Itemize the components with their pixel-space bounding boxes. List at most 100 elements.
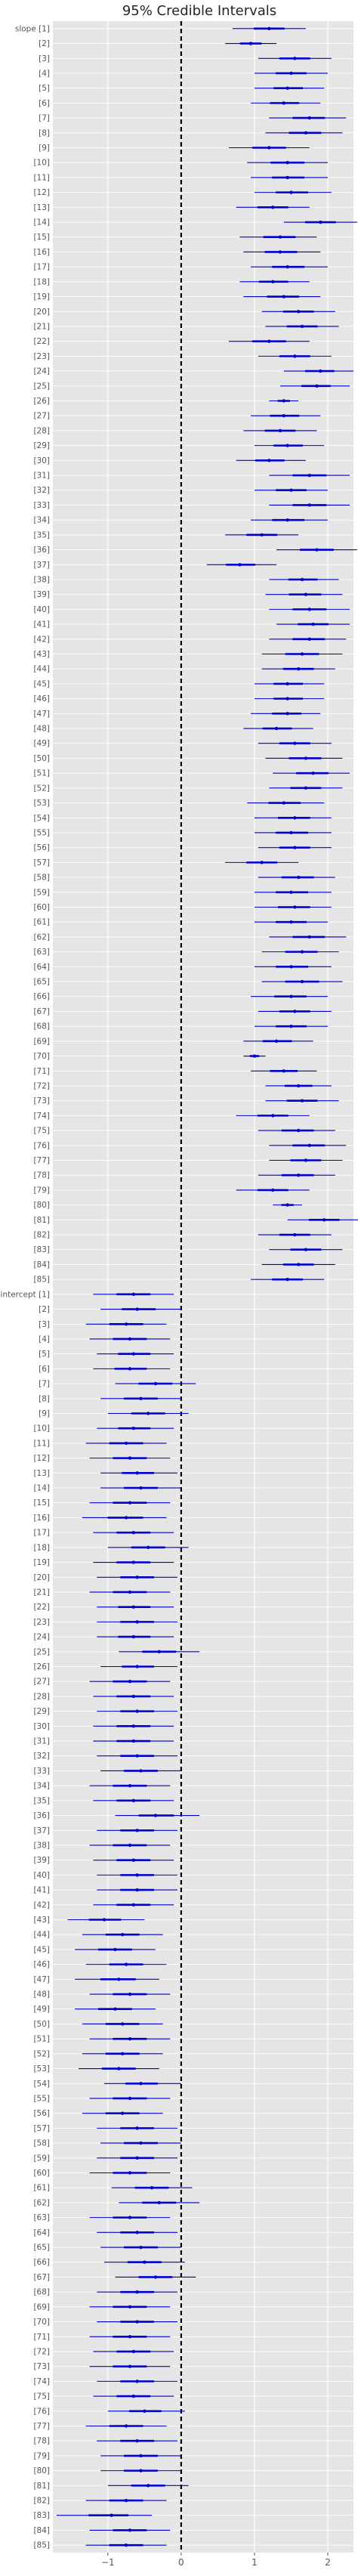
- interval-row: [236, 1114, 310, 1118]
- interval-row: [232, 26, 306, 31]
- posterior-mean-point: [300, 979, 304, 984]
- posterior-mean-point: [311, 771, 315, 775]
- parameter-label: [21]: [33, 1588, 50, 1597]
- parameter-label: [78]: [33, 2437, 50, 2446]
- parameter-label: [76]: [33, 2407, 50, 2416]
- posterior-mean-point: [285, 444, 289, 447]
- parameter-label: [34]: [33, 1782, 50, 1791]
- parameter-label: [26]: [33, 397, 50, 406]
- parameter-label: [42]: [33, 635, 50, 644]
- posterior-mean-point: [135, 2320, 139, 2324]
- posterior-mean-point: [319, 369, 323, 373]
- interval-row: [100, 2469, 181, 2472]
- parameter-label: [54]: [33, 2080, 50, 2089]
- interval-row: [89, 1843, 171, 1848]
- parameter-label: [78]: [33, 1171, 50, 1180]
- posterior-mean-point: [285, 1203, 289, 1207]
- interval-row: [93, 1560, 174, 1564]
- posterior-mean-point: [124, 1962, 128, 1966]
- posterior-mean-point: [304, 786, 308, 790]
- interval-row: [100, 1769, 181, 1773]
- interval-row: [236, 459, 306, 462]
- parameter-label: [7]: [39, 114, 50, 123]
- parameter-label: [65]: [33, 2244, 50, 2253]
- parameter-label: [46]: [33, 694, 50, 704]
- interval-row: [254, 816, 332, 820]
- interval-row: [258, 741, 332, 745]
- parameter-label: [12]: [33, 188, 50, 197]
- posterior-mean-point: [282, 1069, 285, 1073]
- interval-row: [97, 2156, 178, 2160]
- parameter-label: [43]: [33, 650, 50, 659]
- parameter-label: [55]: [33, 828, 50, 837]
- parameter-label: [27]: [33, 1678, 50, 1687]
- parameter-label: [55]: [33, 2094, 50, 2103]
- posterior-mean-point: [128, 2096, 132, 2101]
- parameter-label: [83]: [33, 1245, 50, 1254]
- posterior-mean-point: [153, 1814, 158, 1817]
- posterior-mean-point: [124, 2498, 128, 2503]
- parameter-label: [29]: [33, 1707, 50, 1716]
- interval-row: [269, 1158, 343, 1162]
- interval-row: [239, 235, 317, 239]
- interval-row: [251, 264, 329, 269]
- parameter-label: [33]: [33, 1767, 50, 1776]
- posterior-mean-point: [143, 2260, 147, 2264]
- interval-row: [89, 1337, 171, 1341]
- parameter-label: [20]: [33, 308, 50, 317]
- parameter-label: [53]: [33, 2064, 50, 2073]
- interval-row: [269, 473, 350, 478]
- parameter-label: [12]: [33, 1454, 50, 1463]
- interval-row: [89, 1680, 171, 1684]
- posterior-mean-point: [135, 1709, 139, 1713]
- parameter-label: [38]: [33, 575, 50, 584]
- posterior-mean-point: [128, 1992, 132, 1996]
- interval-row: [85, 1441, 167, 1446]
- x-tick-label: −1: [101, 2557, 115, 2568]
- parameter-label: [75]: [33, 2392, 50, 2401]
- posterior-mean-point: [285, 712, 289, 716]
- interval-row: [97, 1829, 178, 1832]
- parameter-label: [36]: [33, 546, 50, 555]
- interval-row: [236, 206, 310, 209]
- interval-row: [258, 875, 335, 880]
- interval-row: [93, 1724, 174, 1728]
- parameter-label: [25]: [33, 382, 50, 391]
- interval-row: [93, 2394, 174, 2398]
- interval-row: [85, 1962, 167, 1966]
- posterior-mean-point: [135, 1576, 139, 1579]
- posterior-mean-point: [131, 1694, 135, 1699]
- interval-row: [107, 2484, 189, 2488]
- parameter-label: [6]: [39, 1365, 50, 1374]
- interval-row: [269, 608, 350, 611]
- interval-row: [243, 1054, 266, 1058]
- parameter-label: [26]: [33, 1662, 50, 1671]
- interval-row: [119, 2200, 200, 2205]
- parameter-label: [2]: [39, 1305, 50, 1314]
- interval-row: [279, 384, 350, 388]
- interval-row: [251, 994, 329, 998]
- posterior-mean-point: [296, 1174, 301, 1177]
- interval-row: [67, 1918, 145, 1922]
- interval-row: [93, 1367, 171, 1371]
- posterior-mean-point: [135, 2290, 139, 2294]
- posterior-mean-point: [296, 667, 301, 671]
- interval-row: [265, 131, 343, 135]
- parameter-label: [36]: [33, 1811, 50, 1820]
- posterior-mean-point: [238, 563, 242, 567]
- interval-row: [243, 726, 313, 731]
- parameter-label: [66]: [33, 992, 50, 1001]
- interval-row: [243, 250, 321, 254]
- posterior-mean-point: [282, 414, 285, 418]
- interval-row: [97, 1634, 174, 1639]
- parameter-label: [15]: [33, 233, 50, 242]
- interval-row: [254, 830, 332, 835]
- posterior-mean-point: [139, 2454, 143, 2458]
- parameter-label: [56]: [33, 843, 50, 852]
- parameter-label: [27]: [33, 412, 50, 421]
- parameter-label: [56]: [33, 2109, 50, 2118]
- interval-row: [97, 2320, 178, 2324]
- parameter-label: [22]: [33, 1603, 50, 1612]
- parameter-label: [20]: [33, 1573, 50, 1582]
